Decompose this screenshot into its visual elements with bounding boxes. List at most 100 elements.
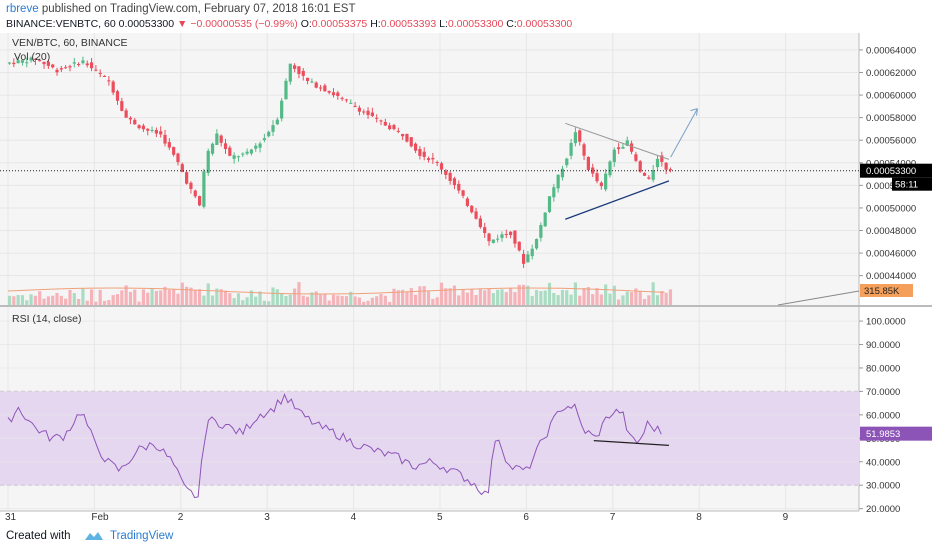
candle-body [539,224,543,238]
time-tick-label: 9 [783,512,789,523]
author-link[interactable]: rbreve [6,3,39,15]
volume-bar [46,296,50,305]
candle-body [185,172,189,184]
volume-bar [236,293,241,305]
volume-bar [534,289,539,305]
volume-bar [340,295,344,305]
volume-bar [448,288,452,305]
candle-body [59,68,63,70]
candle-body [98,72,102,74]
close-value: 0.00053300 [516,18,573,30]
candle-body [461,190,465,196]
candle-body [604,173,608,190]
price-tick-label: 0.00064000 [866,45,916,56]
candle-body [357,107,362,112]
volume-bar [245,297,249,305]
volume-bar [20,295,25,305]
volume-value-label: 315.85K [864,286,900,297]
candle-body [228,147,232,156]
volume-bar [284,295,288,305]
volume-bar [599,294,603,305]
volume-bar [591,294,595,305]
candle-body [534,238,539,249]
price-tick-label: 0.00044000 [866,271,916,282]
volume-bar [426,291,431,305]
candle-body [617,147,621,150]
volume-bar [232,298,236,305]
candle-body [77,63,81,65]
volume-bar [258,291,262,305]
volume-bar [159,290,163,305]
volume-bar [357,297,362,305]
candle-body [193,190,197,197]
open-label: O: [300,18,312,30]
volume-bar [565,290,569,305]
candle-body [163,134,167,144]
volume-bar [267,301,271,305]
candle-body [655,158,660,168]
candle-body [81,60,85,64]
candle-body [128,117,133,120]
candle-body [107,80,111,82]
volume-bar [55,292,59,305]
rsi-tick-label: 70.0000 [866,387,900,398]
volume-bar [604,284,608,305]
candle-body [16,60,20,64]
candle-body [245,151,249,154]
last-price-label: 0.00053300 [866,166,916,177]
candle-body [340,97,344,99]
rsi-value-label: 51.9853 [866,429,900,440]
volume-bar [375,296,379,305]
candle-body [504,234,508,236]
candle-body [362,111,366,113]
candle-body [150,129,154,131]
time-tick-label: 5 [437,512,443,523]
volume-bar [608,293,612,305]
candle-body [349,102,353,104]
volume-bar [141,289,146,305]
volume-bar [38,291,42,305]
volume-bar [271,287,275,305]
volume-bar [586,287,590,305]
candle-body [51,64,55,68]
candle-body [444,170,448,175]
candle-body [146,128,150,131]
footer: Created with TradingView [0,523,932,550]
tradingview-brand[interactable]: TradingView [110,530,174,542]
candle-body [526,254,530,263]
volume-bar [413,294,418,305]
candle-body [431,157,435,160]
volume-bar [344,296,349,305]
candle-body [38,60,42,62]
candle-body [448,172,452,182]
candle-body [167,142,171,148]
volume-bar [323,293,327,305]
arrowhead-icon [690,108,698,116]
candle-body [331,92,336,96]
volume-bar [210,295,215,305]
volume-bar [185,286,189,305]
volume-bar [444,288,448,305]
candle-body [176,153,180,163]
volume-bar [180,282,184,305]
volume-bar [137,301,141,305]
volume-bar [193,290,197,305]
candle-body [379,120,383,122]
candle-body [457,183,461,191]
breakout-arrow-line [670,108,698,158]
volume-bar [664,292,668,305]
chart-area[interactable]: 31 Feb 2 3 4 5 6 7 8 9 0.00064000 0.00062000 0.00060… [0,33,932,523]
candle-body [236,156,241,158]
rsi-value-box [860,426,932,441]
candle-body [483,227,487,234]
volume-bar [409,288,413,305]
candle-body [392,125,396,130]
candle-body [111,81,115,93]
price-pane-title: VEN/BTC, 60, BINANCE [12,37,128,49]
candle-body [375,117,379,119]
volume-bar [595,288,599,305]
volume-bar [582,288,586,305]
candle-body [219,135,223,143]
candle-body [262,138,266,140]
volume-bar [422,286,426,305]
